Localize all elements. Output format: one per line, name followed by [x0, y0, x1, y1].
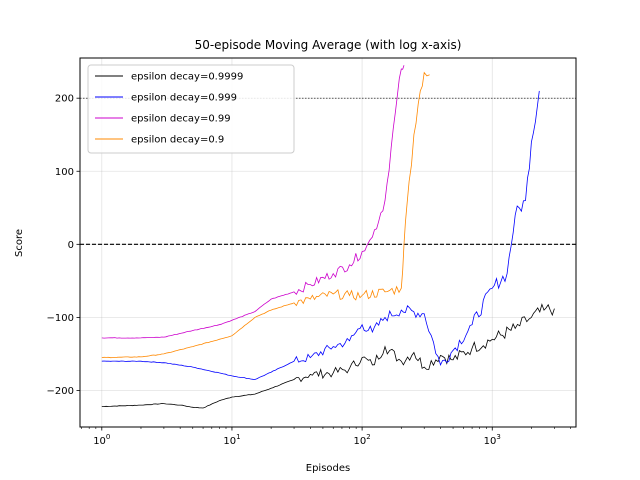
series-line-2: [101, 65, 405, 339]
legend-label: epsilon decay=0.999: [131, 93, 237, 104]
legend: epsilon decay=0.9999 epsilon decay=0.999 e…: [87, 64, 295, 154]
x-tick-label: 103: [484, 433, 501, 447]
x-axis: 100 101 102 103: [81, 427, 571, 447]
y-tick-label: 0: [68, 240, 74, 251]
x-tick-label: 102: [354, 433, 371, 447]
legend-box: [87, 64, 295, 154]
series-line-3: [101, 71, 430, 359]
plot-frame: [79, 57, 577, 428]
legend-label: epsilon decay=0.9999: [131, 72, 243, 83]
legend-label: epsilon decay=0.99: [131, 114, 231, 125]
x-axis-label: Episodes: [306, 463, 350, 474]
y-axis: −200 −100 0 100 200: [47, 94, 80, 397]
reference-lines: [80, 97, 576, 245]
y-tick-label: −200: [47, 386, 74, 397]
y-tick-label: 200: [55, 94, 74, 105]
x-tick-label: 100: [93, 433, 110, 447]
chart-title: 50-episode Moving Average (with log x-ax…: [195, 38, 462, 52]
y-tick-label: 100: [55, 167, 74, 178]
legend-label: epsilon decay=0.9: [131, 135, 224, 146]
y-tick-label: −100: [47, 313, 74, 324]
x-tick-label: 101: [223, 433, 240, 447]
series-lines: [101, 65, 555, 409]
series-line-0: [101, 303, 555, 409]
y-axis-label: Score: [14, 229, 25, 257]
series-line-1: [101, 90, 540, 380]
